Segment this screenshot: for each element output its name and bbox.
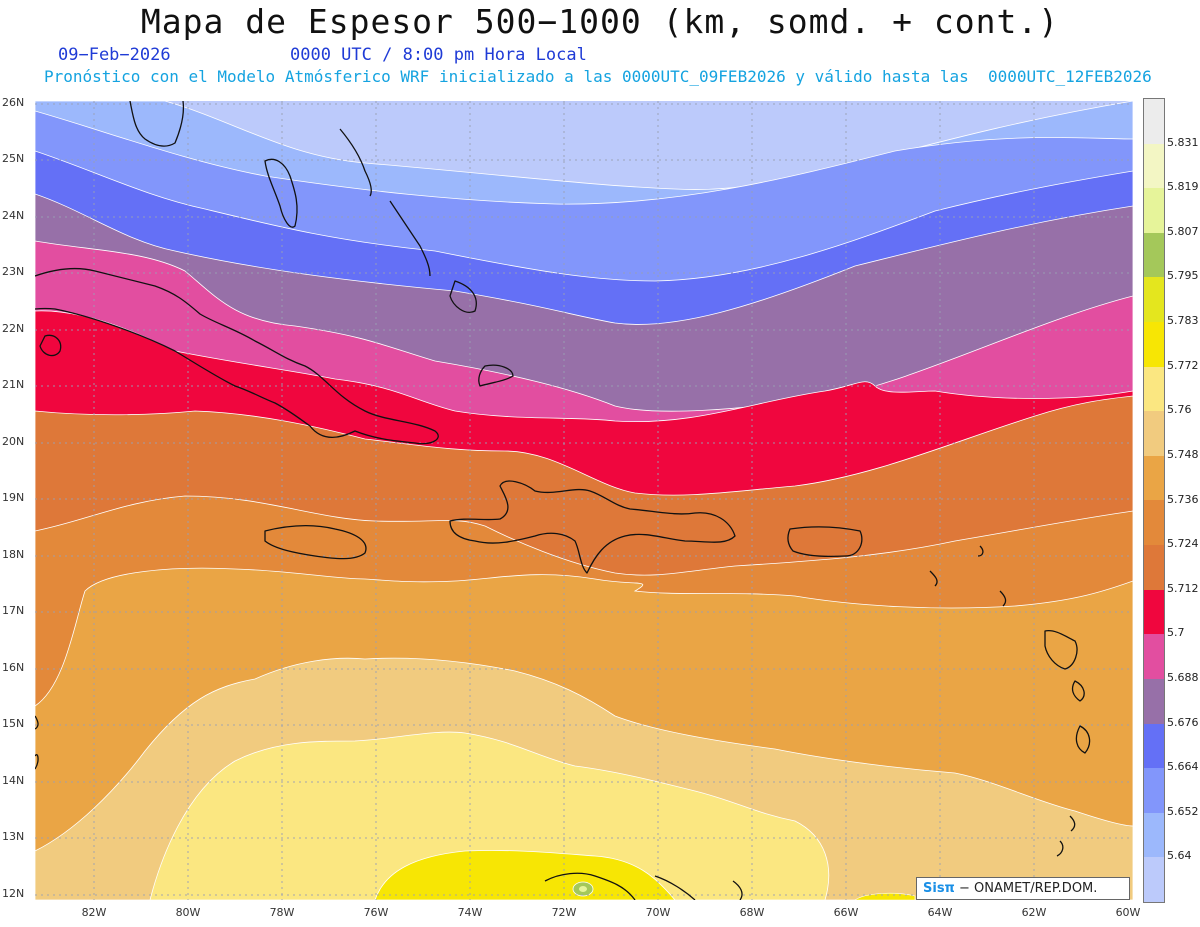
- lat-label: 14N: [2, 774, 25, 787]
- coast-bahamas-andros: [264, 158, 298, 228]
- colorbar-swatch: [1144, 277, 1164, 323]
- coast-jamaica: [264, 525, 367, 560]
- lat-label: 22N: [2, 322, 25, 335]
- colorbar-swatch: [1144, 589, 1164, 635]
- colorbar-level-label: 5.76: [1167, 403, 1192, 417]
- colorbar-swatch: [1144, 455, 1164, 501]
- lat-label: 24N: [2, 209, 25, 222]
- colorbar: [1143, 98, 1165, 903]
- colorbar-swatch: [1144, 411, 1164, 456]
- lon-label: 72W: [551, 906, 577, 919]
- colorbar-level-label: 5.64: [1167, 849, 1192, 863]
- band-5819-spot: [579, 886, 587, 892]
- lon-label: 62W: [1021, 906, 1047, 919]
- colorbar-swatch: [1144, 634, 1164, 679]
- coast-bahamas-inagua: [449, 280, 477, 313]
- lat-label: 26N: [2, 96, 25, 109]
- coast-florida: [129, 101, 185, 147]
- map-title: Mapa de Espesor 500−1000 (km, somd. + co…: [140, 2, 1060, 41]
- band-5783: [374, 850, 676, 900]
- lon-label: 74W: [457, 906, 483, 919]
- colorbar-swatch: [1144, 99, 1164, 144]
- lat-label: 12N: [2, 887, 25, 900]
- coast-central-america: [35, 715, 39, 770]
- credit-text: − ONAMET/REP.DOM.: [958, 881, 1098, 896]
- coast-bahamas-eleuthera: [339, 128, 372, 197]
- colorbar-swatch: [1144, 812, 1164, 858]
- colorbar-swatch: [1144, 857, 1164, 902]
- colorbar-level-label: 5.652: [1167, 804, 1199, 818]
- colorbar-swatch: [1144, 232, 1164, 278]
- coast-turks: [478, 364, 514, 387]
- coast-hispaniola: [449, 480, 736, 574]
- colorbar-level-label: 5.676: [1167, 715, 1199, 729]
- colorbar-swatch: [1144, 322, 1164, 367]
- coast-cuba: [35, 267, 439, 445]
- colorbar-level-label: 5.712: [1167, 581, 1199, 595]
- lat-label: 25N: [2, 152, 25, 165]
- gridlines: [35, 101, 1133, 900]
- lat-label: 13N: [2, 830, 25, 843]
- lat-label: 15N: [2, 717, 25, 730]
- lon-label: 76W: [363, 906, 389, 919]
- coastlines: [35, 101, 1091, 900]
- lat-label: 16N: [2, 661, 25, 674]
- forecast-info: Pronóstico con el Modelo Atmósferico WRF…: [44, 67, 1152, 86]
- colorbar-level-label: 5.736: [1167, 492, 1199, 506]
- colorbar-level-label: 5.748: [1167, 447, 1199, 461]
- colorbar-swatch: [1144, 545, 1164, 590]
- lat-label: 17N: [2, 604, 25, 617]
- lon-label: 80W: [175, 906, 201, 919]
- colorbar-level-label: 5.831: [1167, 135, 1199, 149]
- thickness-map: [35, 101, 1133, 900]
- lon-label: 70W: [645, 906, 671, 919]
- lon-label: 60W: [1115, 906, 1141, 919]
- date-label: 09−Feb−2026: [58, 45, 171, 65]
- colorbar-swatch: [1144, 143, 1164, 189]
- coast-isla-juventud: [39, 334, 62, 357]
- lat-label: 23N: [2, 265, 25, 278]
- colorbar-level-label: 5.7: [1167, 626, 1185, 640]
- colorbar-level-label: 5.807: [1167, 224, 1199, 238]
- colorbar-level-label: 5.819: [1167, 180, 1199, 194]
- colorbar-level-label: 5.783: [1167, 314, 1199, 328]
- coast-bahamas-long: [389, 200, 431, 277]
- colorbar-level-label: 5.772: [1167, 358, 1199, 372]
- colorbar-swatch: [1144, 723, 1164, 769]
- colorbar-level-label: 5.795: [1167, 269, 1199, 283]
- colorbar-swatch: [1144, 188, 1164, 233]
- lon-label: 78W: [269, 906, 295, 919]
- colorbar-level-label: 5.664: [1167, 760, 1199, 774]
- credit-brand: Sisπ: [923, 881, 955, 896]
- colorbar-swatch: [1144, 768, 1164, 813]
- coast-south-america: [544, 872, 743, 900]
- colorbar-swatch: [1144, 678, 1164, 724]
- lon-label: 66W: [833, 906, 859, 919]
- colorbar-level-label: 5.724: [1167, 537, 1199, 551]
- lat-label: 21N: [2, 378, 25, 391]
- credit-box: Sisπ − ONAMET/REP.DOM.: [916, 877, 1130, 900]
- coast-puerto-rico: [787, 526, 863, 557]
- band-5772: [149, 731, 830, 900]
- colorbar-level-label: 5.688: [1167, 670, 1199, 684]
- time-label: 0000 UTC / 8:00 pm Hora Local: [290, 45, 587, 65]
- colorbar-swatch: [1144, 500, 1164, 546]
- lat-label: 19N: [2, 491, 25, 504]
- lon-label: 68W: [739, 906, 765, 919]
- lat-label: 18N: [2, 548, 25, 561]
- coast-virgin-lesser: [929, 545, 1091, 857]
- colorbar-swatch: [1144, 366, 1164, 412]
- lat-label: 20N: [2, 435, 25, 448]
- lon-label: 64W: [927, 906, 953, 919]
- lon-label: 82W: [81, 906, 107, 919]
